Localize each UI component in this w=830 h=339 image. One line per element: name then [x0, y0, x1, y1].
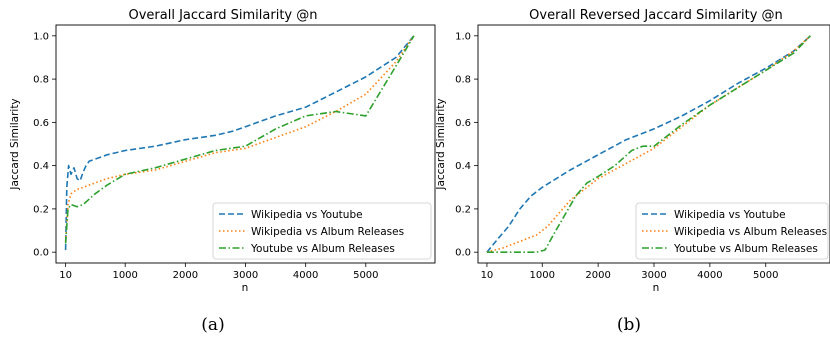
- y-tick-label: 0.2: [33, 204, 49, 215]
- y-tick-label: 1.0: [455, 31, 471, 42]
- y-axis-ticks: 0.0 0.2 0.4 0.6 0.8 1.0: [33, 31, 56, 259]
- x-tick-label: 10: [481, 270, 494, 281]
- x-axis-ticks: 10 1000 2000 3000 4000 5000: [59, 263, 379, 281]
- x-tick-label: 2000: [585, 270, 610, 281]
- series-layer: [64, 35, 415, 251]
- y-tick-label: 0.8: [33, 75, 49, 86]
- legend-box: [635, 202, 829, 260]
- y-tick-label: 0.2: [455, 204, 471, 215]
- series-line-3: [64, 35, 415, 244]
- caption-a: (a): [201, 315, 224, 335]
- chart-overall-jaccard: Overall Jaccard Similarity @n 10 1000 2000…: [9, 8, 436, 335]
- y-tick-label: 0.0: [33, 248, 49, 259]
- chart-reversed-jaccard: Overall Reversed Jaccard Similarity @n 1…: [435, 8, 830, 335]
- x-tick-label: 1000: [530, 270, 555, 281]
- x-tick-label: 5000: [353, 270, 378, 281]
- x-tick-label: 3000: [641, 270, 666, 281]
- legend-label: Youtube vs Album Releases: [673, 243, 818, 255]
- legend-label: Wikipedia vs Album Releases: [674, 226, 827, 238]
- y-tick-label: 0.4: [33, 161, 49, 172]
- x-tick-label: 1000: [112, 270, 137, 281]
- legend-label: Youtube vs Album Releases: [250, 243, 395, 255]
- x-tick-label: 4000: [293, 270, 318, 281]
- series-line-1: [64, 35, 415, 251]
- legend-label: Wikipedia vs Album Releases: [251, 226, 404, 238]
- legend: Wikipedia vs Youtube Wikipedia vs Album R…: [635, 202, 829, 260]
- x-tick-label: 4000: [697, 270, 722, 281]
- x-tick-label: 5000: [753, 270, 778, 281]
- legend-label: Wikipedia vs Youtube: [251, 209, 363, 221]
- chart-title: Overall Jaccard Similarity @n: [129, 8, 318, 23]
- series-line-2: [486, 35, 811, 253]
- caption-b: (b): [617, 315, 641, 335]
- x-tick-label: 3000: [233, 270, 258, 281]
- series-line-3: [486, 35, 811, 253]
- y-tick-label: 0.0: [455, 248, 471, 259]
- y-tick-label: 0.6: [455, 118, 471, 129]
- x-tick-label: 10: [59, 270, 72, 281]
- series-line-1: [486, 35, 811, 253]
- legend-label: Wikipedia vs Youtube: [674, 209, 786, 221]
- y-tick-label: 1.0: [33, 31, 49, 42]
- legend-box: [212, 202, 432, 260]
- y-axis-ticks: 0.0 0.2 0.4 0.6 0.8 1.0: [455, 31, 478, 259]
- y-tick-label: 0.6: [33, 118, 49, 129]
- y-axis-label: Jaccard Similarity: [9, 98, 21, 190]
- series-layer: [486, 35, 811, 253]
- x-tick-label: 2000: [173, 270, 198, 281]
- y-tick-label: 0.4: [455, 161, 471, 172]
- y-tick-label: 0.8: [455, 75, 471, 86]
- x-axis-ticks: 10 1000 2000 3000 4000 5000: [481, 263, 778, 281]
- x-axis-label: n: [242, 282, 249, 294]
- series-line-2: [64, 35, 415, 242]
- chart-title: Overall Reversed Jaccard Similarity @n: [529, 8, 783, 23]
- x-axis-label: n: [653, 282, 660, 294]
- legend: Wikipedia vs Youtube Wikipedia vs Album R…: [212, 202, 432, 260]
- y-axis-label: Jaccard Similarity: [435, 98, 447, 190]
